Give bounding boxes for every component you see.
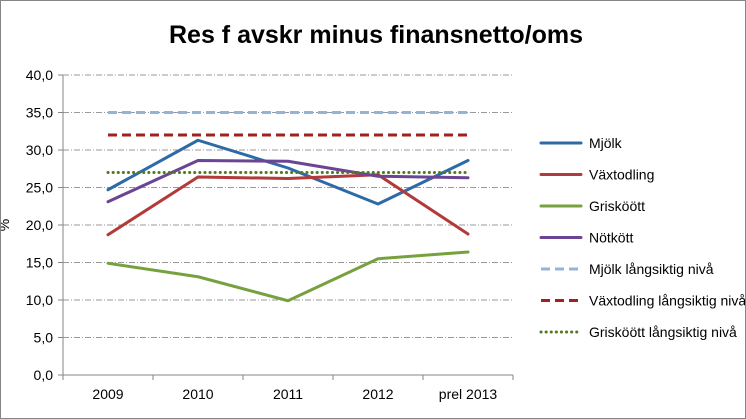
series-line <box>106 250 470 303</box>
gridlines <box>63 74 513 338</box>
legend-label: Växtodling långsiktig nivå <box>589 293 745 309</box>
x-tick-label: 2010 <box>182 386 213 402</box>
y-tick-label: 25,0 <box>26 180 53 196</box>
chart-title: Res f avskr minus finansnetto/oms <box>169 21 583 49</box>
y-tick-label: 35,0 <box>26 105 53 121</box>
series-line <box>106 138 470 206</box>
legend-label: Nötkött <box>589 230 633 246</box>
y-tick-label: 10,0 <box>26 292 53 308</box>
y-tick-label: 0,0 <box>34 367 54 383</box>
series-lines <box>106 111 470 303</box>
y-tick-label: 5,0 <box>34 330 54 346</box>
legend-label: Grisköött långsiktig nivå <box>589 324 737 340</box>
legend-label: Mjölk långsiktig nivå <box>589 261 714 277</box>
x-tick-label: 2009 <box>92 386 123 402</box>
legend-label: Grisköött <box>589 198 645 214</box>
x-tick-label: prel 2013 <box>439 386 498 402</box>
series-line <box>106 159 470 204</box>
axes: 0,0 5,0 10,0 15,0 20,0 25,0 30,0 35,0 40,0 2009 20… <box>26 67 514 402</box>
y-tick-label: 20,0 <box>26 217 53 233</box>
y-axis-title: % <box>1 219 12 231</box>
y-tick-label: 40,0 <box>26 67 53 83</box>
x-tick-label: 2011 <box>273 386 303 402</box>
series-line <box>106 173 470 237</box>
y-tick-label: 30,0 <box>26 142 53 158</box>
x-tick-label: 2012 <box>362 386 393 402</box>
legend: Mjölk Växtodling Grisköött Nötkött Mjölk lån… <box>539 135 745 340</box>
legend-label: Växtodling <box>589 167 654 183</box>
legend-label: Mjölk <box>589 135 623 151</box>
y-tick-label: 15,0 <box>26 255 53 271</box>
